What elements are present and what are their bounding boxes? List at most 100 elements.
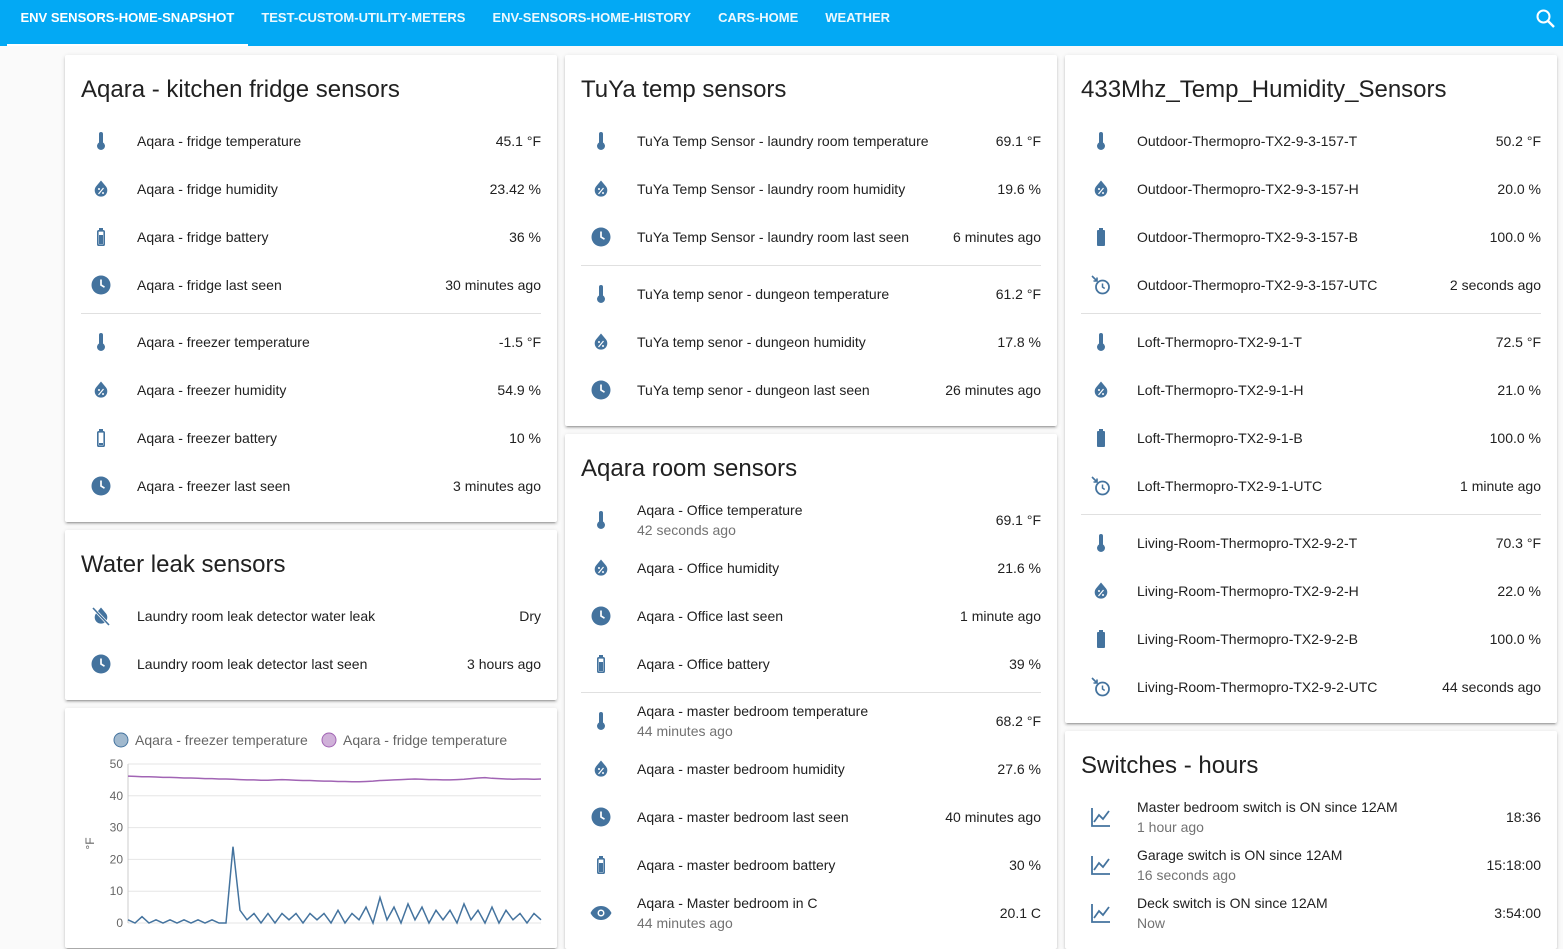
entity-state: 26 minutes ago bbox=[945, 382, 1041, 398]
entity-icon bbox=[1094, 180, 1108, 197]
entity-row[interactable]: Aqara - freezer temperature -1.5 °F bbox=[81, 318, 541, 366]
series-line bbox=[127, 846, 542, 926]
entity-row[interactable]: Deck switch is ON since 12AM Now 3:54:00 bbox=[1081, 889, 1541, 937]
entity-name: Living-Room-Thermopro-TX2-9-2-UTC bbox=[1137, 679, 1378, 695]
entity-state: 2 seconds ago bbox=[1449, 277, 1541, 293]
entity-row[interactable]: Aqara - master bedroom temperature 44 min… bbox=[581, 697, 1041, 745]
tab[interactable]: CARS-HOME bbox=[718, 10, 799, 25]
entity-row[interactable]: TuYa Temp Sensor - laundry room humidity… bbox=[581, 165, 1041, 213]
top-bar: ENV SENSORS-HOME-SNAPSHOT TEST-CUSTOM-UTI… bbox=[0, 0, 1563, 46]
entity-info: TuYa Temp Sensor - laundry room temperat… bbox=[637, 133, 996, 149]
entity-row[interactable]: Living-Room-Thermopro-TX2-9-2-UTC 44 seco… bbox=[1081, 663, 1541, 711]
entity-row[interactable]: Laundry room leak detector water leak Dry bbox=[81, 592, 541, 640]
entity-info: Loft-Thermopro-TX2-9-1-T bbox=[1137, 334, 1496, 350]
entity-row[interactable]: Loft-Thermopro-TX2-9-1-T 72.5 °F bbox=[1081, 318, 1541, 366]
entity-state: 36 % bbox=[509, 229, 541, 245]
entity-state: 20.1 C bbox=[999, 905, 1041, 921]
entity-row[interactable]: TuYa temp senor - dungeon temperature 61.… bbox=[581, 270, 1041, 318]
tab[interactable]: WEATHER bbox=[825, 10, 891, 25]
entity-state: 69.1 °F bbox=[995, 512, 1041, 528]
entity-row[interactable]: Aqara - master bedroom battery 30 % bbox=[581, 841, 1041, 889]
entity-row[interactable]: Living-Room-Thermopro-TX2-9-2-T 70.3 °F bbox=[1081, 519, 1541, 567]
entity-icon bbox=[594, 760, 608, 777]
entity-state: 21.0 % bbox=[1497, 382, 1541, 398]
entity-name: Aqara - fridge humidity bbox=[137, 181, 278, 197]
entity-name: Aqara - fridge temperature bbox=[137, 133, 302, 149]
entity-row[interactable]: Aqara - freezer humidity 54.9 % bbox=[81, 366, 541, 414]
y-tick-label: 20 bbox=[110, 852, 124, 866]
entity-row[interactable]: Laundry room leak detector last seen 3 ho… bbox=[81, 640, 541, 688]
entity-state: 1 minute ago bbox=[1460, 478, 1541, 494]
legend-swatch bbox=[113, 732, 129, 748]
entity-row[interactable]: TuYa Temp Sensor - laundry room last see… bbox=[581, 213, 1041, 261]
entity-icon bbox=[594, 180, 608, 197]
search-icon[interactable] bbox=[1534, 7, 1558, 31]
entity-row[interactable]: Outdoor-Thermopro-TX2-9-3-157-H 20.0 % bbox=[1081, 165, 1541, 213]
entity-row[interactable]: Aqara - master bedroom last seen 40 minut… bbox=[581, 793, 1041, 841]
entity-row[interactable]: Master bedroom switch is ON since 12AM 1 … bbox=[1081, 793, 1541, 841]
entity-name: Aqara - master bedroom battery bbox=[637, 857, 836, 873]
entity-row[interactable]: Outdoor-Thermopro-TX2-9-3-157-B 100.0 % bbox=[1081, 213, 1541, 261]
card-title: Aqara - kitchen fridge sensors bbox=[81, 76, 400, 103]
entity-info: Outdoor-Thermopro-TX2-9-3-157-UTC bbox=[1137, 277, 1450, 293]
entity-row[interactable]: Living-Room-Thermopro-TX2-9-2-B 100.0 % bbox=[1081, 615, 1541, 663]
tab[interactable]: ENV SENSORS-HOME-SNAPSHOT bbox=[7, 0, 248, 46]
entity-row[interactable]: Loft-Thermopro-TX2-9-1-H 21.0 % bbox=[1081, 366, 1541, 414]
entity-info: Laundry room leak detector last seen bbox=[137, 656, 467, 672]
entity-row[interactable]: Aqara - fridge battery 36 % bbox=[81, 213, 541, 261]
entity-name: Aqara - fridge last seen bbox=[137, 277, 282, 293]
entity-row[interactable]: Aqara - fridge last seen 30 minutes ago bbox=[81, 261, 541, 309]
entity-name: Aqara - freezer temperature bbox=[137, 334, 310, 350]
entity-name: Aqara - Office last seen bbox=[637, 608, 784, 624]
entity-row[interactable]: Loft-Thermopro-TX2-9-1-UTC 1 minute ago bbox=[1081, 462, 1541, 510]
entity-name: Deck switch is ON since 12AM bbox=[1137, 895, 1328, 911]
entity-icon bbox=[597, 655, 606, 673]
entity-name: Garage switch is ON since 12AM bbox=[1137, 847, 1343, 863]
entity-info: Aqara - freezer humidity bbox=[137, 382, 497, 398]
card-title: Water leak sensors bbox=[81, 551, 286, 578]
entity-row[interactable]: Aqara - Office battery 39 % bbox=[581, 640, 1041, 688]
entity-row[interactable]: Aqara - Master bedroom in C 44 minutes ag… bbox=[581, 889, 1041, 937]
entity-row[interactable]: Aqara - freezer battery 10 % bbox=[81, 414, 541, 462]
entity-icon bbox=[590, 906, 612, 920]
entity-row[interactable]: TuYa temp senor - dungeon humidity 17.8 % bbox=[581, 318, 1041, 366]
entity-icon bbox=[91, 275, 111, 295]
entity-state: 44 seconds ago bbox=[1442, 679, 1541, 695]
entity-row[interactable]: Outdoor-Thermopro-TX2-9-3-157-UTC 2 secon… bbox=[1081, 261, 1541, 309]
entity-name: Living-Room-Thermopro-TX2-9-2-H bbox=[1137, 583, 1359, 599]
entity-row[interactable]: TuYa temp senor - dungeon last seen 26 mi… bbox=[581, 366, 1041, 414]
entity-icon bbox=[1097, 333, 1105, 351]
entity-name: Laundry room leak detector last seen bbox=[137, 656, 368, 672]
y-tick-label: 30 bbox=[110, 821, 124, 835]
entity-row[interactable]: Outdoor-Thermopro-TX2-9-3-157-T 50.2 °F bbox=[1081, 117, 1541, 165]
entity-row[interactable]: TuYa Temp Sensor - laundry room temperat… bbox=[581, 117, 1041, 165]
entity-name: Aqara - freezer last seen bbox=[137, 478, 291, 494]
entity-row[interactable]: Aqara - Office temperature 42 seconds ago… bbox=[581, 496, 1041, 544]
entity-icon bbox=[97, 333, 105, 351]
tab[interactable]: ENV-SENSORS-HOME-HISTORY bbox=[492, 10, 692, 25]
entity-icon bbox=[597, 132, 605, 150]
entity-info: Aqara - fridge humidity bbox=[137, 181, 490, 197]
entity-row[interactable]: Loft-Thermopro-TX2-9-1-B 100.0 % bbox=[1081, 414, 1541, 462]
entity-icon bbox=[1097, 429, 1105, 447]
legend-label: Aqara - fridge temperature bbox=[343, 732, 507, 748]
entity-row[interactable]: Aqara - Office last seen 1 minute ago bbox=[581, 592, 1041, 640]
entity-icon bbox=[1091, 677, 1110, 697]
entity-row[interactable]: Aqara - Office humidity 21.6 % bbox=[581, 544, 1041, 592]
entity-row[interactable]: Living-Room-Thermopro-TX2-9-2-H 22.0 % bbox=[1081, 567, 1541, 615]
entity-state: 6 minutes ago bbox=[953, 229, 1041, 245]
entity-secondary: 1 hour ago bbox=[1137, 819, 1204, 835]
tab[interactable]: TEST-CUSTOM-UTILITY-METERS bbox=[261, 10, 466, 25]
entity-row[interactable]: Aqara - freezer last seen 3 minutes ago bbox=[81, 462, 541, 510]
entity-row[interactable]: Aqara - master bedroom humidity 27.6 % bbox=[581, 745, 1041, 793]
entity-info: TuYa Temp Sensor - laundry room humidity bbox=[637, 181, 997, 197]
entity-row[interactable]: Garage switch is ON since 12AM 16 seconds… bbox=[1081, 841, 1541, 889]
entity-state: 68.2 °F bbox=[995, 713, 1041, 729]
entity-name: TuYa temp senor - dungeon last seen bbox=[637, 382, 870, 398]
entity-icon bbox=[597, 712, 605, 730]
entity-icon bbox=[1091, 808, 1110, 827]
entity-row[interactable]: Aqara - fridge humidity 23.42 % bbox=[81, 165, 541, 213]
entity-name: TuYa Temp Sensor - laundry room humidity bbox=[637, 181, 906, 197]
entity-row[interactable]: Aqara - fridge temperature 45.1 °F bbox=[81, 117, 541, 165]
entity-state: 72.5 °F bbox=[1495, 334, 1541, 350]
